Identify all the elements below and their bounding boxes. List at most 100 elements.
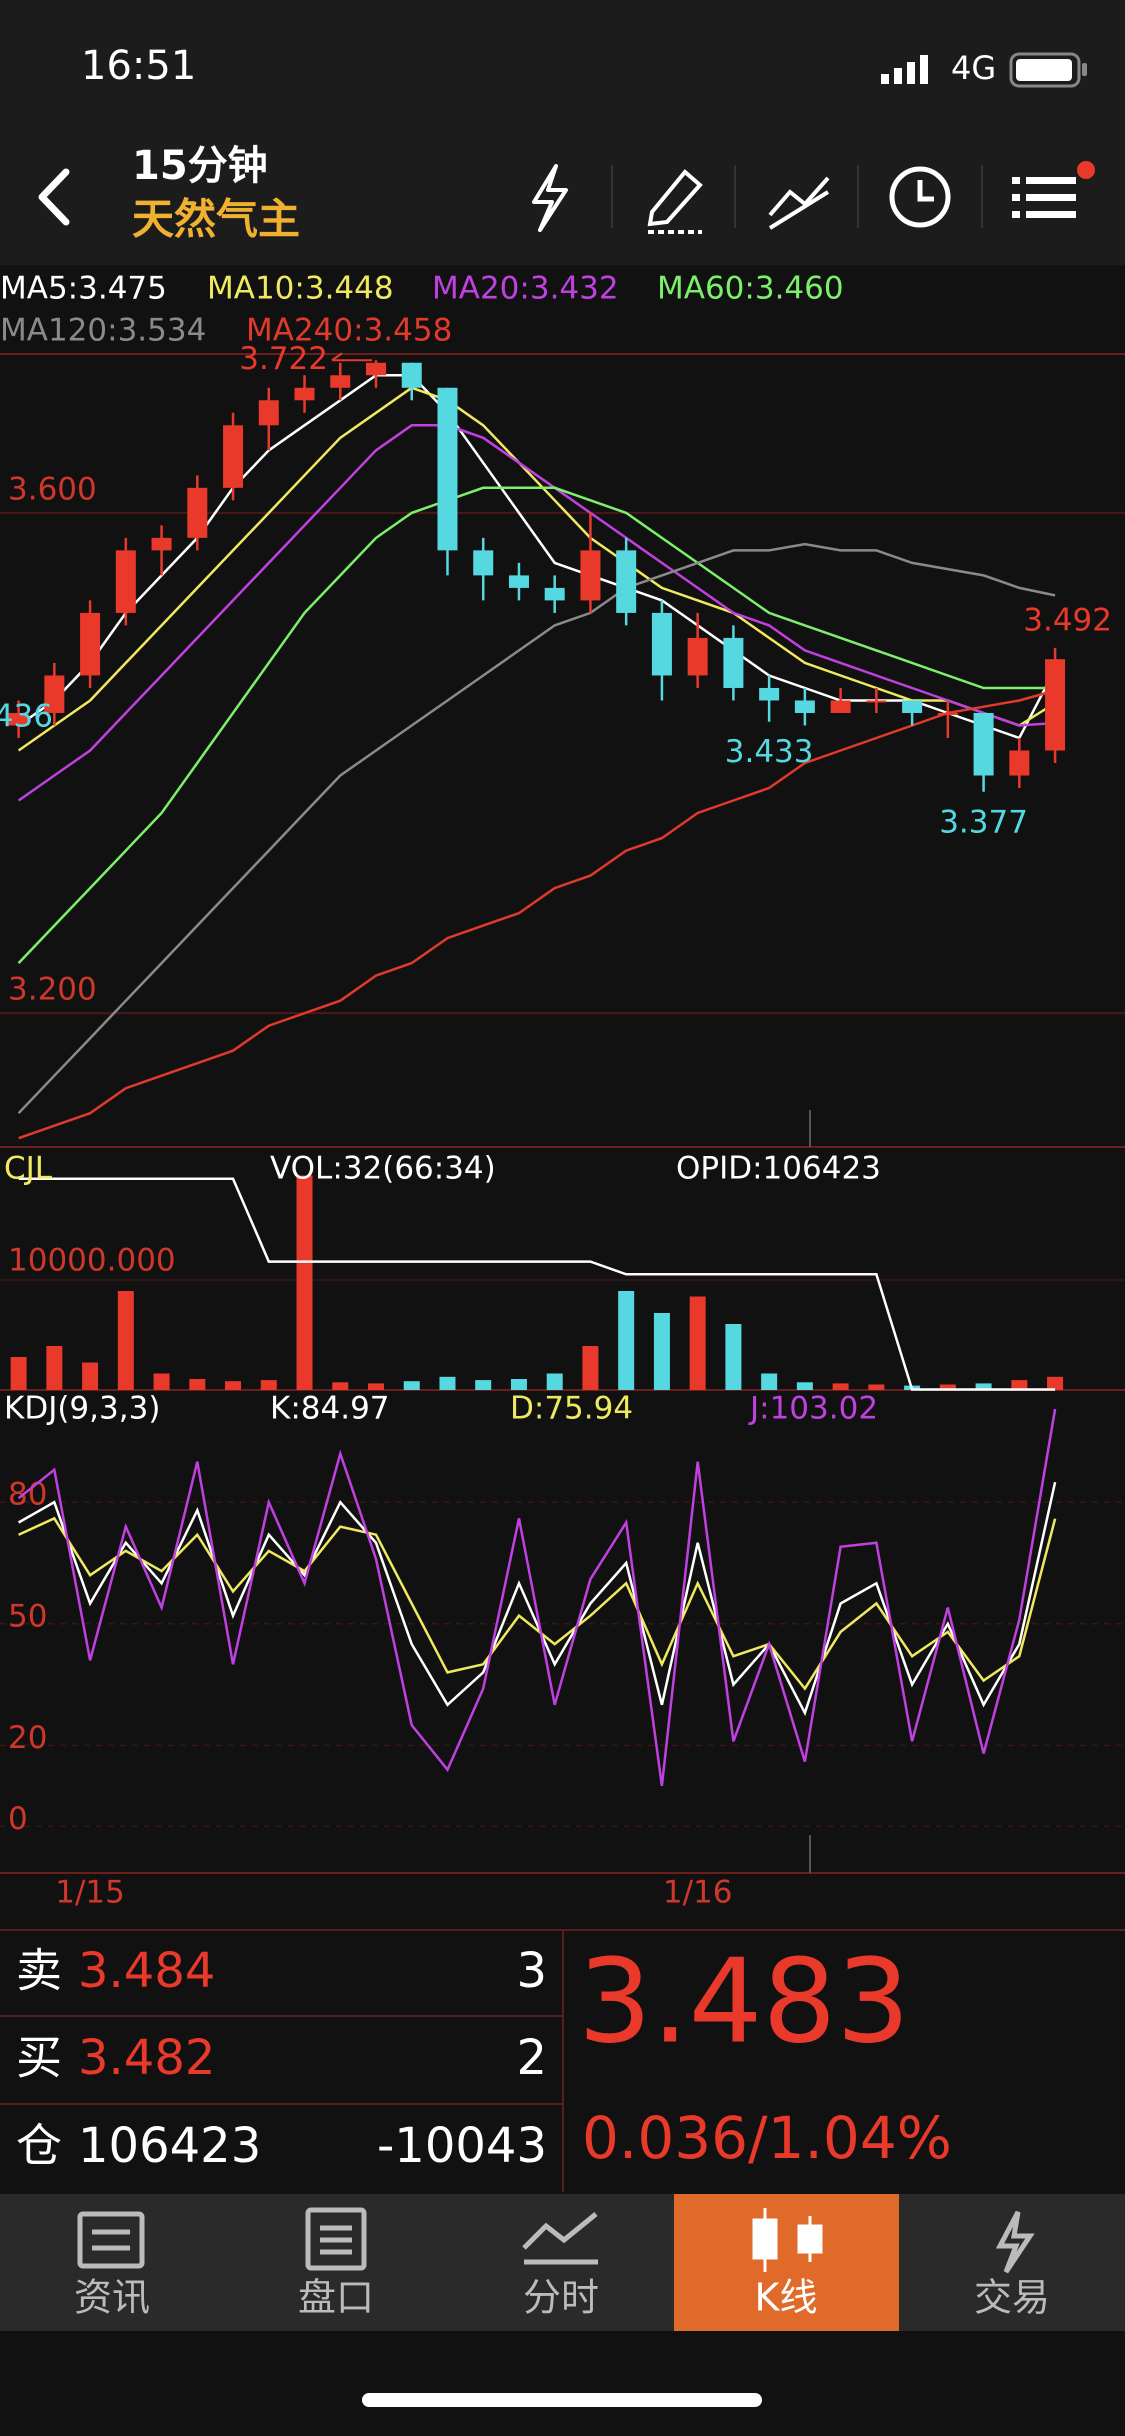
candle-body [366, 362, 386, 376]
y-tick-label: 3.600 [8, 471, 97, 507]
volume-bar [689, 1296, 706, 1390]
y-tick-label: 80 [8, 1477, 47, 1513]
volume-bar [546, 1373, 563, 1390]
volume-bar [653, 1313, 670, 1390]
candle-body [866, 700, 887, 703]
opid-line [18, 1177, 1056, 1391]
legend-entry: J:103.02 [748, 1391, 878, 1427]
volume-bar [368, 1383, 384, 1390]
legend-entry: K:84.97 [270, 1391, 390, 1427]
volume-bar [510, 1379, 527, 1390]
volume-bar [10, 1357, 27, 1390]
tab-label[interactable]: 交易 [974, 2276, 1050, 2320]
status-time: 16:51 [81, 43, 196, 89]
home-indicator [362, 2393, 762, 2407]
header-subtitle: 天然气主 [132, 195, 300, 244]
candle-body [616, 550, 637, 613]
volume-bar [296, 1175, 313, 1390]
candle-body [80, 612, 101, 676]
candle-body [115, 550, 136, 613]
flash-icon[interactable] [532, 164, 568, 232]
candle-body [187, 487, 208, 538]
volume-bar [475, 1380, 492, 1390]
legend-entry: MA10:3.448 [207, 271, 394, 307]
volume-bar [117, 1291, 134, 1390]
volume-bar [403, 1381, 420, 1390]
legend-entry: OPID:106423 [676, 1151, 881, 1187]
candle-body [401, 362, 422, 388]
y-tick-label: 20 [8, 1720, 47, 1756]
legend-entry: MA5:3.475 [0, 271, 167, 307]
ma-line [17, 424, 1056, 802]
ma-line [17, 542, 1056, 1115]
volume-bar [1011, 1380, 1028, 1390]
candle-body [937, 712, 958, 715]
candle-body [8, 712, 29, 726]
volume-bar [439, 1376, 456, 1390]
quote-amount: 3 [516, 1943, 547, 1999]
clock-icon[interactable] [889, 166, 951, 228]
y-tick-label: 50 [8, 1598, 47, 1634]
indicator-icon[interactable] [768, 176, 830, 230]
legend-entry: MA240:3.458 [246, 313, 452, 349]
active-tab [674, 2194, 899, 2331]
quote-grid [0, 1929, 1125, 2192]
price-change: 0.036/1.04% [582, 2104, 952, 2172]
volume-bar [868, 1384, 885, 1390]
volume-bar [1047, 1376, 1064, 1390]
volume-bar [796, 1382, 813, 1390]
candle-body [794, 700, 815, 713]
candle-body [437, 387, 458, 551]
candle-body [44, 675, 65, 713]
candle-body [330, 375, 351, 388]
battery-icon [1009, 52, 1087, 88]
header-title: 15分钟 [132, 143, 268, 189]
quote-side: 买 [16, 2031, 62, 2085]
ma-line [17, 486, 1056, 964]
quote-value: 3.482 [78, 2030, 215, 2086]
candle-body [723, 637, 744, 688]
notification-dot [1077, 161, 1095, 179]
tab-label[interactable]: 分时 [523, 2276, 599, 2320]
candle-body [544, 587, 565, 601]
high-label: 3.722 [239, 341, 328, 377]
volume-bar [82, 1362, 99, 1390]
tab-label[interactable]: K线 [755, 2276, 818, 2320]
quote-side: 仓 [16, 2119, 62, 2173]
candle-body [1045, 659, 1066, 751]
volume-bar [582, 1346, 599, 1390]
tab-label[interactable]: 盘口 [298, 2276, 374, 2320]
y-tick-label: 0 [8, 1801, 28, 1837]
volume-bar [939, 1384, 956, 1390]
quote-value: 106423 [78, 2118, 261, 2174]
x-tick-label: 1/16 [663, 1875, 733, 1911]
volume-bar [332, 1382, 349, 1390]
kdj-line [17, 1481, 1057, 1717]
kline-tab-icon [752, 2208, 823, 2272]
candle-body [508, 575, 529, 588]
candle-body [258, 400, 279, 426]
volume-bar [618, 1291, 635, 1390]
volume-bar [46, 1346, 63, 1390]
low-label: 3.433 [725, 734, 814, 770]
volume-bar [260, 1380, 277, 1390]
pane-title: KDJ(9,3,3) [4, 1391, 160, 1427]
legend-entry: MA120:3.534 [0, 313, 206, 349]
candle-body [651, 612, 672, 676]
candle-body [1009, 750, 1030, 776]
y-tick-label: 3.200 [8, 972, 97, 1008]
pane-title: CJL [4, 1151, 53, 1187]
pane-subtitle: VOL:32(66:34) [270, 1151, 496, 1187]
candle-body [902, 700, 923, 713]
back-button[interactable] [38, 168, 70, 226]
draw-icon[interactable] [647, 169, 703, 234]
candle-body [294, 387, 315, 401]
low-label: 3.377 [939, 804, 1028, 840]
tab-label[interactable]: 资讯 [74, 2276, 150, 2320]
quote-amount: 2 [516, 2030, 547, 2086]
candle-body [223, 425, 244, 488]
menu-icon[interactable] [1012, 177, 1076, 218]
kdj-line [18, 1516, 1057, 1691]
